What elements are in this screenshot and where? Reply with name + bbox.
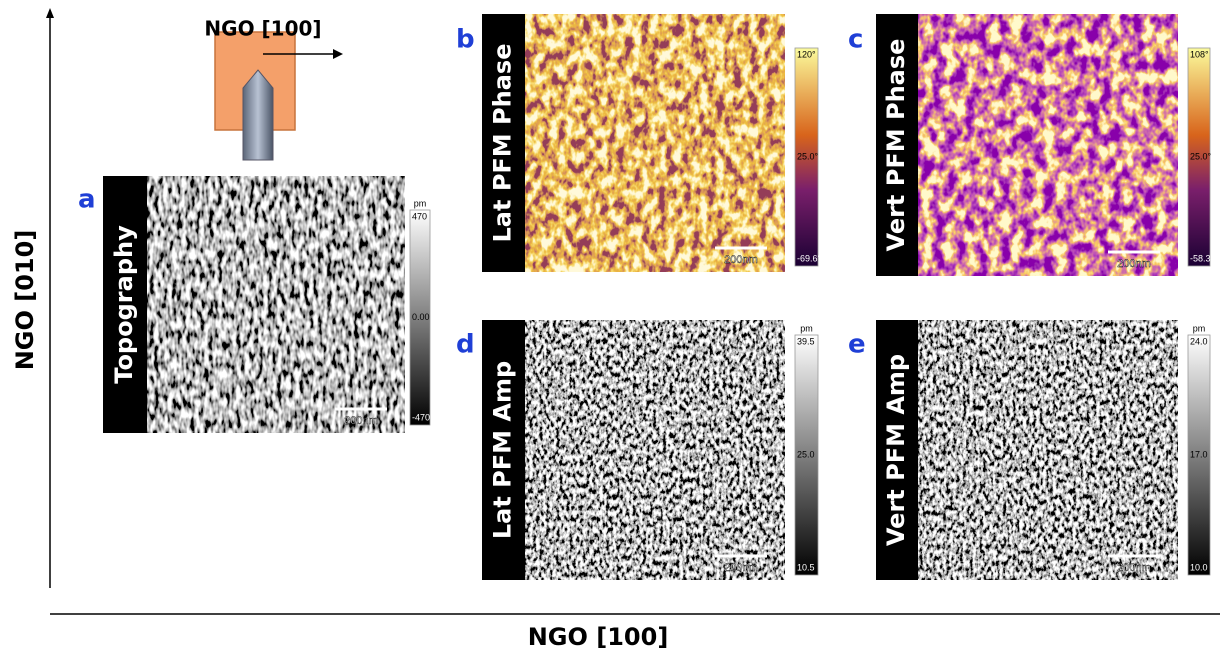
panel-letter: b	[456, 25, 475, 55]
colorbar-mid: 25.0	[797, 449, 815, 459]
micrograph	[147, 176, 405, 433]
probe-tip	[243, 70, 273, 160]
panel-title: Vert PFM Amp	[882, 354, 910, 546]
direction-label: NGO [100]	[204, 17, 321, 41]
panel-letter: a	[78, 185, 96, 215]
panel-title: Vert PFM Phase	[882, 39, 910, 252]
panel-title: Lat PFM Amp	[489, 361, 517, 539]
colorbar-max: 470	[412, 211, 427, 221]
colorbar-min: 10.5	[797, 562, 815, 572]
panel-letter: e	[848, 330, 866, 360]
horizontal-axis-label: NGO [100]	[528, 623, 669, 651]
colorbar-min: -69.6°	[797, 253, 822, 263]
colorbar-max: 39.5	[797, 336, 815, 346]
colorbar-mid: 17.0	[1190, 449, 1208, 459]
direction-arrowhead	[333, 49, 343, 59]
scale-bar-label: 200nm	[344, 415, 378, 427]
panel-letter: d	[456, 330, 475, 360]
micrograph	[525, 320, 785, 580]
colorbar-min: 10.0	[1190, 562, 1208, 572]
colorbar-min: -58.3°	[1190, 253, 1215, 263]
figure: NGO [010] NGO [100] NGO [100] a Topograph…	[0, 0, 1220, 656]
panel-letter: c	[848, 25, 863, 55]
scale-bar-label: 200nm	[724, 254, 758, 266]
colorbar-unit: pm	[1193, 323, 1206, 333]
colorbar-mid: 25.0°	[1190, 151, 1212, 161]
micrograph	[918, 14, 1178, 276]
panel-title: Lat PFM Phase	[489, 44, 517, 243]
micrograph	[525, 14, 785, 272]
colorbar-unit: pm	[414, 198, 427, 208]
vertical-axis-label: NGO [010]	[11, 230, 39, 371]
colorbar-mid: 25.0°	[797, 151, 819, 161]
colorbar-unit: pm	[800, 323, 813, 333]
colorbar-min: -470	[412, 412, 430, 422]
scale-bar-label: 200nm	[1117, 562, 1151, 574]
scale-bar-label: 200nm	[1117, 258, 1151, 270]
colorbar-max: 108°	[1190, 49, 1209, 59]
colorbar-max: 24.0	[1190, 336, 1208, 346]
axis-arrow	[46, 8, 54, 18]
scale-bar-label: 200nm	[724, 562, 758, 574]
micrograph	[918, 320, 1178, 580]
colorbar-mid: 0.00	[412, 312, 430, 322]
colorbar-max: 120°	[797, 49, 816, 59]
panel-title: Topography	[110, 225, 138, 384]
